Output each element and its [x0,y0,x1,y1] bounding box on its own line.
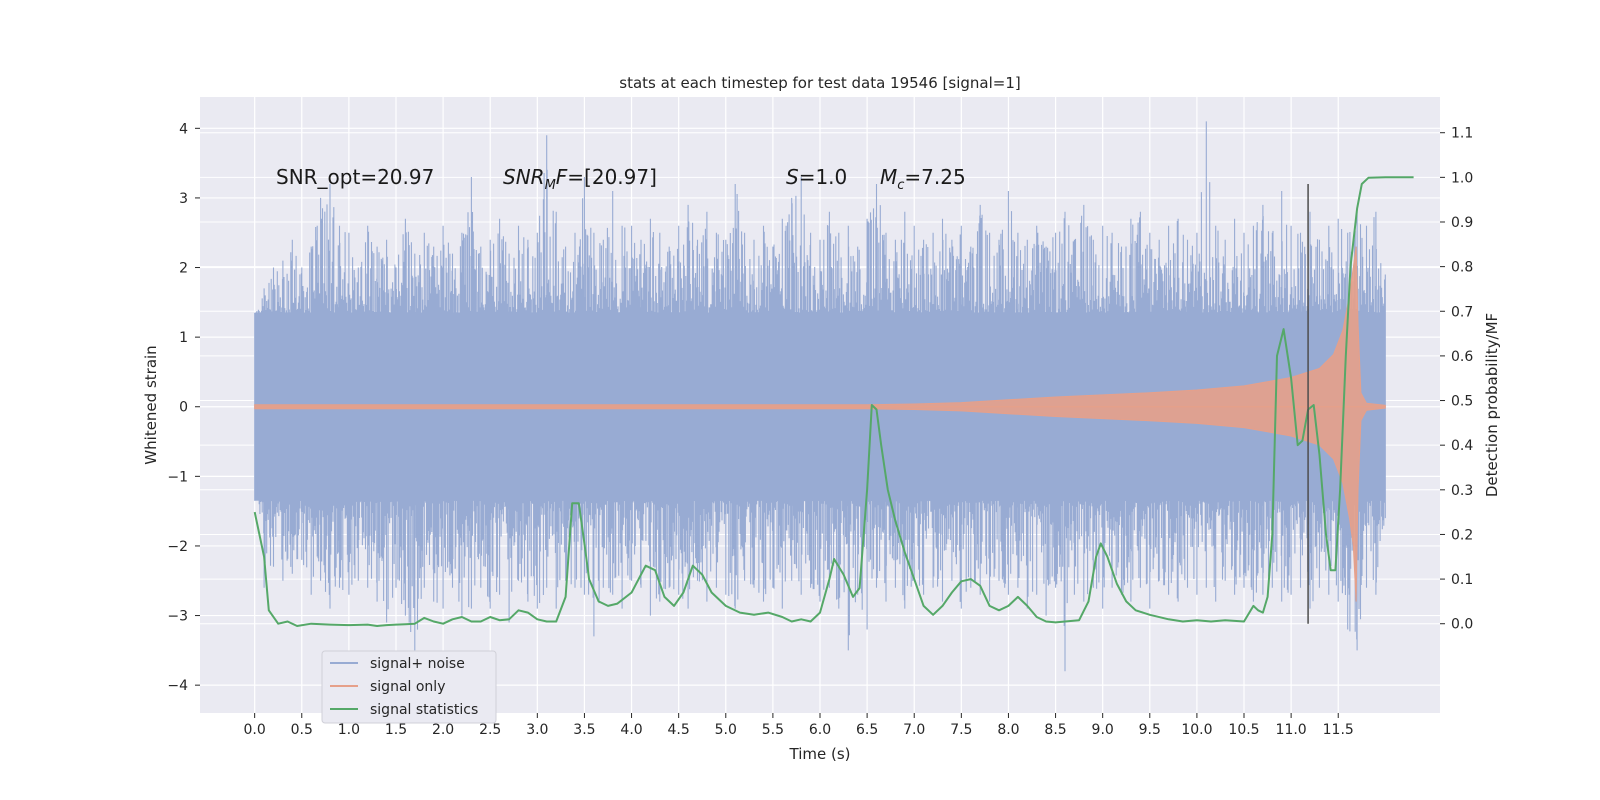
x-axis-label: Time (s) [789,745,851,763]
x-tick-label: 1.5 [385,722,407,738]
x-tick-label: 4.5 [668,722,690,738]
y2-axis-label: Detection probability/MF [1483,313,1501,497]
annotation-snr-mf: SNRMF=[20.97] [503,165,657,193]
y-tick-label: −4 [167,678,188,694]
y-tick-label: 3 [179,191,188,207]
y2-tick-label: 0.0 [1451,617,1473,633]
x-tick-label: 3.5 [573,722,595,738]
x-tick-label: 7.0 [903,722,925,738]
y2-tick-label: 0.6 [1451,349,1473,365]
y-axis-left: 4 3 2 1 0 −1 −2 −3 −4 [167,121,200,694]
x-tick-label: 3.0 [526,722,548,738]
x-tick-label: 9.0 [1092,722,1114,738]
x-tick-label: 6.5 [856,722,878,738]
y-tick-label: 0 [179,400,188,416]
y-axis-label: Whitened strain [142,345,160,464]
x-tick-label: 4.0 [620,722,642,738]
x-tick-label: 7.5 [950,722,972,738]
y2-tick-label: 0.4 [1451,438,1473,454]
stats-line [253,176,1414,627]
signal-envelope [254,246,1386,602]
x-tick-label: 5.5 [762,722,784,738]
x-tick-label: 0.0 [244,722,266,738]
y2-tick-label: 0.9 [1451,215,1473,231]
legend-label-stats: signal statistics [370,702,478,718]
legend-label-signal: signal only [370,679,445,695]
x-tick-label: 5.0 [715,722,737,738]
y2-tick-label: 0.8 [1451,260,1473,276]
x-tick-label: 10.0 [1181,722,1212,738]
y-tick-label: 2 [179,261,188,277]
y-tick-label: −3 [167,609,188,625]
series-signal-statistics [253,176,1414,627]
y2-tick-label: 0.5 [1451,394,1473,410]
y2-tick-label: 0.7 [1451,304,1473,320]
y2-tick-label: 1.0 [1451,170,1473,186]
x-tick-label: 2.0 [432,722,454,738]
annotation-mc: Mc=7.25 [880,165,966,193]
y-tick-label: −1 [167,469,188,485]
x-tick-label: 1.0 [338,722,360,738]
y2-tick-label: 0.1 [1451,572,1473,588]
legend: signal+ noise signal only signal statist… [321,650,497,724]
x-tick-label: 6.0 [809,722,831,738]
x-tick-label: 9.5 [1139,722,1161,738]
annotation-snr-opt: SNR_opt=20.97 [276,165,434,189]
chart-title: stats at each timestep for test data 195… [619,74,1020,92]
y2-tick-label: 1.1 [1451,126,1473,142]
x-tick-label: 11.0 [1276,722,1307,738]
y-tick-label: 4 [179,121,188,137]
x-tick-label: 0.5 [291,722,313,738]
x-tick-label: 8.5 [1044,722,1066,738]
y2-tick-label: 0.3 [1451,483,1473,499]
y-tick-label: 1 [179,330,188,346]
series-signal-only [254,246,1386,602]
legend-box [321,650,497,724]
y-tick-label: −2 [167,539,188,555]
x-tick-label: 11.5 [1323,722,1354,738]
annotations: SNR_opt=20.97 SNRMF=[20.97] S=1.0 Mc=7.2… [276,165,966,193]
x-tick-label: 10.5 [1228,722,1259,738]
x-tick-label: 8.0 [997,722,1019,738]
y2-tick-label: 0.2 [1451,527,1473,543]
annotation-s: S=1.0 [786,165,847,189]
y-axis-right: 1.1 1.0 0.9 0.8 0.7 0.6 0.5 0.4 0.3 0.2 0.1 0.0 [1440,126,1473,633]
x-tick-label: 2.5 [479,722,501,738]
legend-label-noise: signal+ noise [370,656,465,672]
x-axis: 0.0 0.5 1.0 1.5 2.0 2.5 3.0 3.5 4.0 4.5 5.0 5.5 6.0 6… [244,713,1354,738]
